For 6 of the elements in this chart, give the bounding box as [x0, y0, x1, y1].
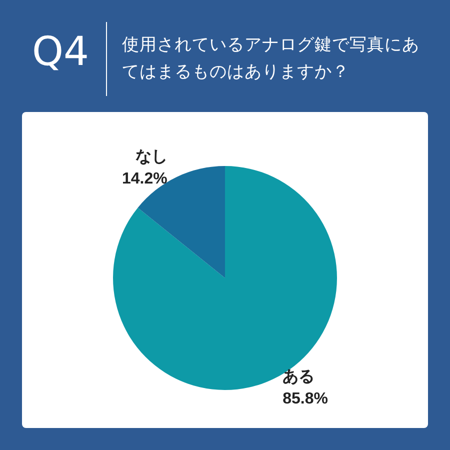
chart-title: Q4	[32, 28, 89, 76]
chart-subtitle: 使用されているアナログ鍵で写真にあてはまるものはありますか？	[122, 34, 420, 84]
slice-label: なし	[135, 148, 168, 166]
data-label: 14.2%	[122, 170, 168, 188]
data-label: 85.8%	[282, 390, 328, 408]
slice-label: ある	[282, 368, 315, 386]
